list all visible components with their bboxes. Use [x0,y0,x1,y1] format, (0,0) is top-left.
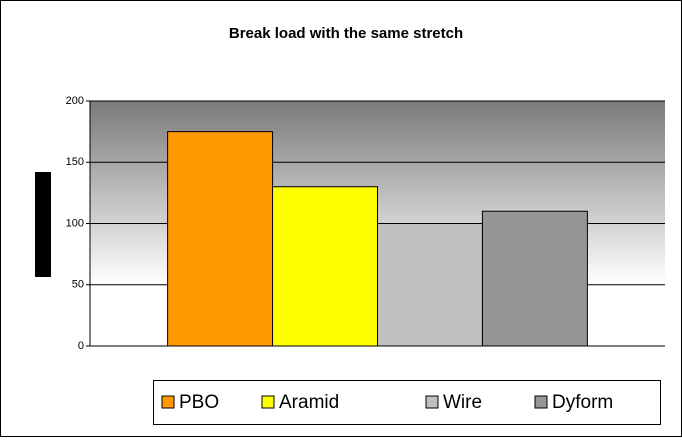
bar [167,131,274,347]
legend-label: Aramid [279,392,339,413]
bar [377,223,483,347]
y-tick-label: 150 [66,156,84,168]
legend-label: PBO [179,392,219,413]
legend-label: Wire [443,392,482,413]
legend-swatch [261,395,275,409]
y-tick-label: 50 [72,279,84,291]
y-tick-label: 100 [66,217,84,229]
legend-swatch [425,395,439,409]
legend-box [153,380,661,425]
axis-label-redacted [35,172,51,277]
legend-swatch [534,395,548,409]
bar [272,186,378,347]
chart-title: Break load with the same stretch [229,25,463,42]
y-tick-label: 200 [66,95,84,107]
legend-swatch [161,395,175,409]
y-tick-label: 0 [78,340,84,352]
bar [481,210,588,347]
legend-label: Dyform [552,392,613,413]
